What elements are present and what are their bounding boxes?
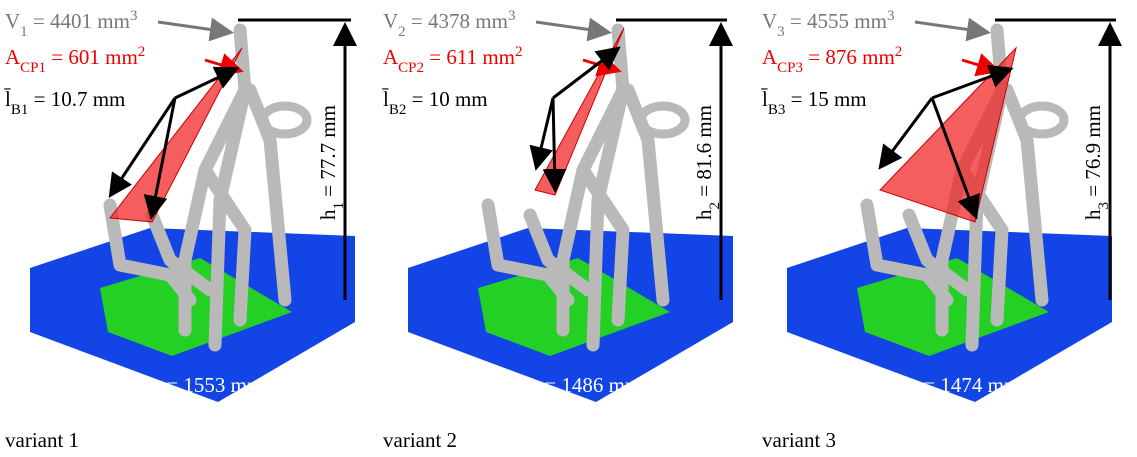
superscript: 2 (895, 44, 903, 60)
value-text: = 10 mm (406, 87, 487, 111)
value-text: = 4401 mm (28, 9, 130, 33)
superscript: 2 (1020, 372, 1028, 388)
length-arrow (175, 70, 234, 98)
subscript: CP1 (20, 60, 46, 76)
value-text: = 1553 mm (161, 373, 263, 397)
volume-label: V2 = 4378 mm3 (383, 8, 515, 40)
value-text: = 15 mm (785, 87, 866, 111)
length-arrow (537, 98, 553, 165)
value-text: = 876 mm (803, 45, 895, 69)
symbol: A (498, 373, 514, 397)
subscript: 3 (777, 24, 785, 40)
subscript: 1 (20, 24, 28, 40)
symbol: A (877, 373, 893, 397)
length-arrow (553, 98, 555, 187)
contact-label: ACP1 = 601 mm2 (5, 44, 145, 76)
superscript: 3 (887, 8, 895, 24)
contact-label: ACP3 = 876 mm2 (762, 44, 902, 76)
symbol: A (383, 45, 399, 69)
value-text: = 601 mm (46, 45, 138, 69)
value-text: = 4555 mm (785, 9, 887, 33)
subscript: CP3 (777, 60, 803, 76)
subscript: 2 (398, 24, 406, 40)
value-text: = 81.6 mm (692, 105, 716, 202)
length-arrow (553, 50, 616, 98)
variant-label: variant 2 (383, 428, 457, 452)
value-text: = 76.9 mm (1081, 105, 1105, 202)
superscript: 2 (515, 44, 523, 60)
symbol: V (383, 9, 398, 33)
symbol: A (120, 373, 136, 397)
subscript: 2 (707, 202, 723, 210)
volume-arrow (915, 22, 985, 32)
height-label: h3 = 76.9 mm (1081, 105, 1112, 220)
symbol: V (762, 9, 777, 33)
length-label: l̄B3 = 15 mm (760, 87, 866, 118)
symbol: A (762, 45, 778, 69)
subscript: B1 (11, 102, 29, 118)
base-area-label: ABP2 = 1486 mm2 (498, 372, 649, 404)
length-label: l̄B1 = 10.7 mm (3, 87, 125, 118)
part-ring (641, 106, 685, 134)
height-label: h2 = 81.6 mm (692, 105, 723, 220)
value-text: = 4378 mm (406, 9, 508, 33)
symbol: A (5, 45, 21, 69)
superscript: 2 (263, 372, 271, 388)
symbol: V (5, 9, 20, 33)
volume-label: V3 = 4555 mm3 (762, 8, 894, 40)
subscript: B2 (389, 102, 407, 118)
superscript: 3 (508, 8, 516, 24)
height-label: h1 = 77.7 mm (316, 105, 347, 220)
subscript: B3 (768, 102, 786, 118)
symbol: h (692, 209, 716, 220)
volume-arrow (536, 22, 606, 32)
base-area-label: ABP1 = 1553 mm2 (120, 372, 271, 404)
subscript: 3 (1096, 202, 1112, 210)
value-text: = 1474 mm (918, 373, 1020, 397)
superscript: 2 (138, 44, 146, 60)
value-text: = 1486 mm (539, 373, 641, 397)
part-ring (1020, 106, 1064, 134)
superscript: 2 (641, 372, 649, 388)
subscript: BP3 (892, 388, 918, 404)
value-text: = 611 mm (424, 45, 515, 69)
value-text: = 77.7 mm (316, 105, 340, 202)
subscript: CP2 (398, 60, 424, 76)
volume-arrow (158, 22, 228, 32)
symbol: h (316, 209, 340, 220)
subscript: 1 (331, 202, 347, 210)
contact-label: ACP2 = 611 mm2 (383, 44, 523, 76)
length-label: l̄B2 = 10 mm (381, 87, 487, 118)
value-text: = 10.7 mm (28, 87, 125, 111)
variant-label: variant 3 (762, 428, 836, 452)
volume-label: V1 = 4401 mm3 (5, 8, 137, 40)
subscript: BP1 (135, 388, 161, 404)
superscript: 3 (130, 8, 138, 24)
contact-arrow (962, 60, 995, 70)
figure: h1 = 77.7 mmV1 = 4401 mm3ACP1 = 601 mm2l… (0, 0, 1137, 457)
base-area-label: ABP3 = 1474 mm2 (877, 372, 1028, 404)
variant-label: variant 1 (5, 428, 79, 452)
symbol: h (1081, 209, 1105, 220)
subscript: BP2 (513, 388, 539, 404)
part-ring (263, 106, 307, 134)
